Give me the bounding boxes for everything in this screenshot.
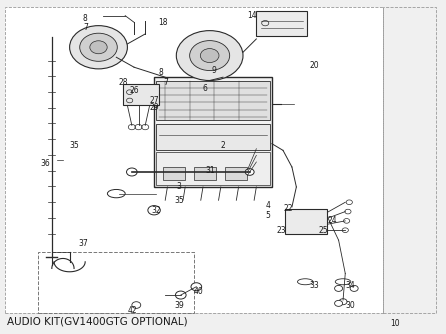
Text: 27: 27 (150, 96, 159, 105)
Text: 9: 9 (212, 66, 217, 75)
Bar (156, 152, 270, 185)
Bar (163, 167, 185, 180)
Circle shape (127, 168, 137, 176)
Text: 42: 42 (128, 306, 137, 315)
Text: 34: 34 (345, 281, 355, 290)
Text: 3: 3 (176, 182, 181, 191)
Bar (285, 208, 327, 233)
Text: 23: 23 (277, 226, 286, 235)
Circle shape (334, 300, 343, 306)
Circle shape (176, 31, 243, 80)
Circle shape (200, 48, 219, 62)
Bar (5, 7, 383, 313)
Text: 4: 4 (265, 201, 270, 210)
Text: 5: 5 (265, 211, 270, 220)
Bar (225, 167, 248, 180)
Circle shape (90, 41, 107, 54)
Text: 7: 7 (163, 78, 168, 87)
Circle shape (70, 26, 128, 69)
Ellipse shape (297, 279, 313, 285)
Text: 28: 28 (119, 78, 128, 87)
Text: 35: 35 (174, 196, 184, 205)
Bar (5, 7, 383, 313)
Circle shape (350, 286, 358, 291)
Text: 7: 7 (83, 23, 88, 32)
Text: 18: 18 (158, 18, 168, 27)
Circle shape (80, 33, 117, 61)
Circle shape (190, 41, 230, 70)
Circle shape (339, 299, 347, 305)
Text: 33: 33 (310, 281, 319, 290)
Text: 39: 39 (174, 301, 184, 310)
Text: 8: 8 (83, 14, 88, 23)
Bar (383, 7, 437, 313)
Bar (123, 84, 158, 106)
Bar (256, 11, 307, 36)
Circle shape (148, 206, 160, 215)
Text: 10: 10 (390, 319, 399, 328)
Circle shape (132, 302, 141, 308)
Text: 32: 32 (152, 206, 161, 215)
Bar (38, 252, 194, 313)
Text: 29: 29 (150, 103, 159, 112)
Text: 40: 40 (194, 287, 204, 296)
Text: 36: 36 (41, 159, 50, 168)
Text: 20: 20 (310, 61, 319, 70)
Text: 8: 8 (158, 68, 163, 77)
Circle shape (191, 283, 202, 291)
Bar (156, 80, 270, 121)
Circle shape (245, 169, 254, 175)
Circle shape (175, 291, 186, 299)
Text: 35: 35 (70, 141, 79, 150)
Text: 6: 6 (203, 85, 208, 93)
Ellipse shape (107, 189, 125, 198)
Text: 25: 25 (318, 226, 328, 235)
Text: 31: 31 (205, 166, 215, 175)
Text: 30: 30 (345, 301, 355, 310)
Text: 37: 37 (78, 239, 88, 248)
Text: 2: 2 (221, 141, 226, 150)
Text: 26: 26 (130, 86, 139, 95)
Text: 22: 22 (283, 204, 293, 213)
Text: AUDIO KIT(GV1400GTG OPTIONAL): AUDIO KIT(GV1400GTG OPTIONAL) (8, 317, 188, 327)
Text: 24: 24 (327, 216, 337, 225)
Bar (156, 124, 270, 150)
Bar (154, 77, 272, 187)
Ellipse shape (335, 279, 351, 285)
Circle shape (334, 286, 343, 291)
Text: 14: 14 (248, 11, 257, 20)
Bar (194, 167, 216, 180)
